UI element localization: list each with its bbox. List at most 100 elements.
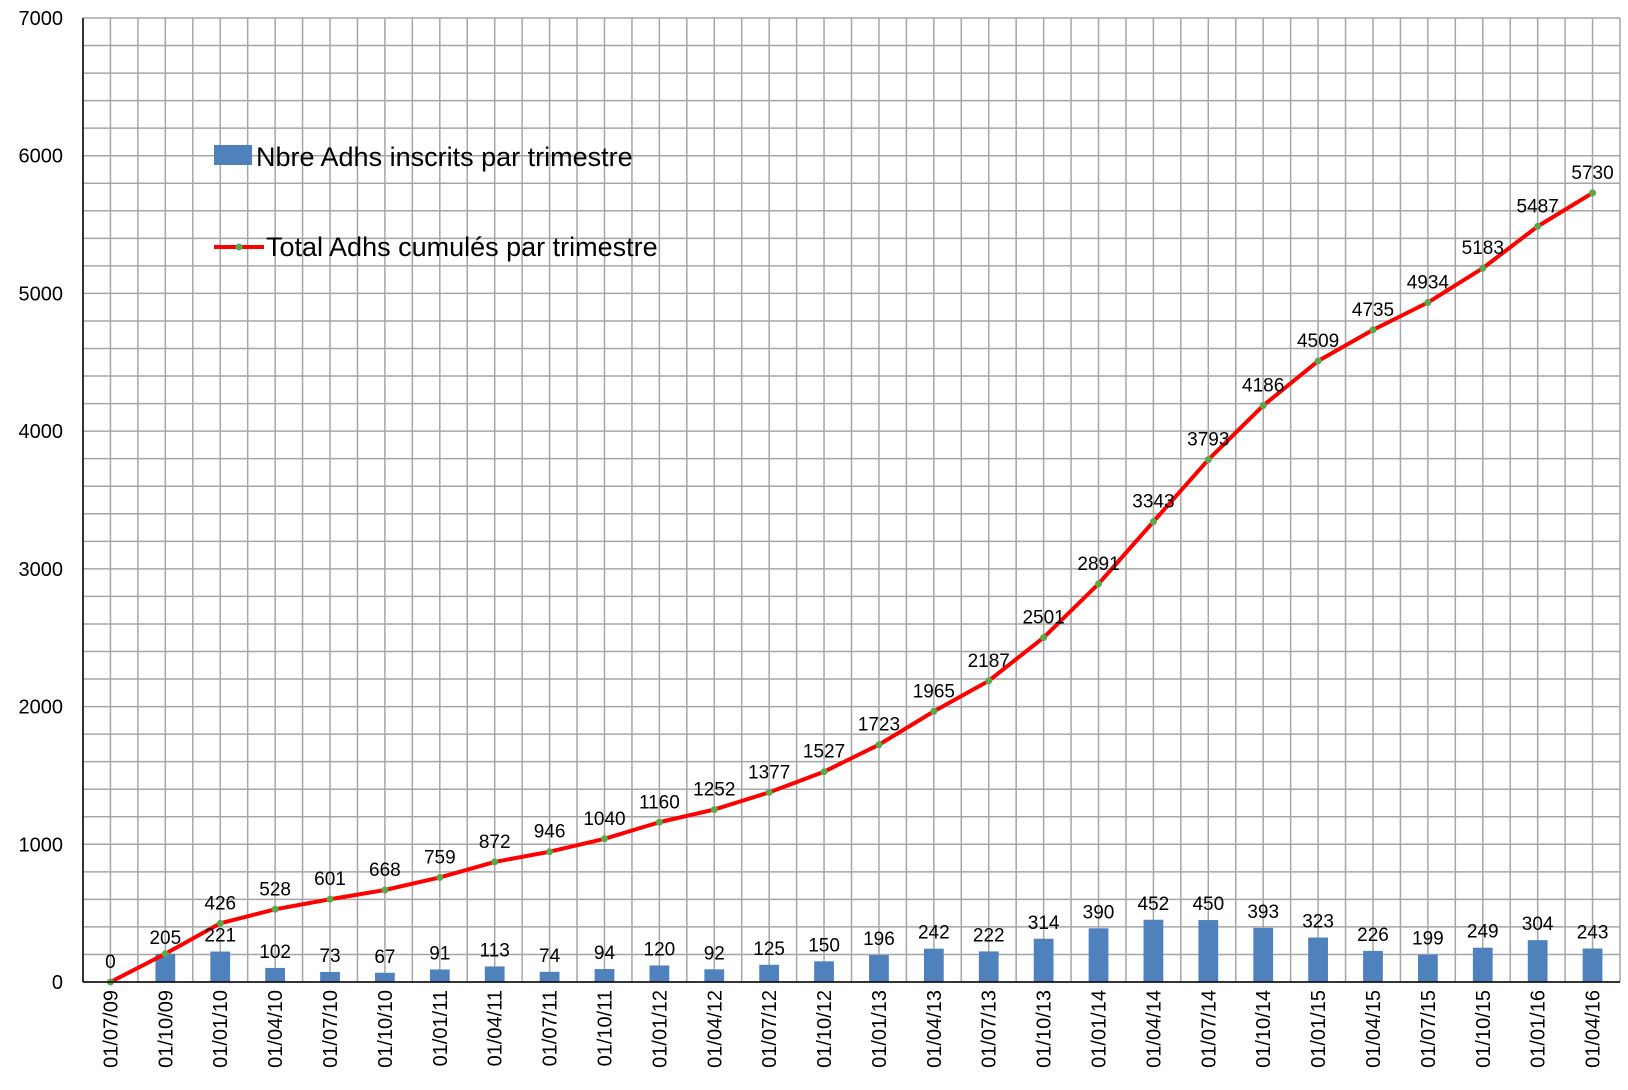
bar-data-label: 125 [753,939,785,960]
line-point [161,950,169,958]
bar-data-label: 222 [973,925,1005,946]
x-tick-label: 01/10/12 [814,990,836,1068]
bar-series [155,919,1603,982]
x-tick-label: 01/10/13 [1034,990,1056,1068]
bar-data-label: 113 [480,940,510,961]
x-tick-label: 01/07/11 [540,990,562,1066]
bar [429,969,450,982]
line-data-label: 3793 [1187,430,1229,451]
bar-data-label: 221 [204,926,236,947]
bar [1363,950,1383,982]
x-tick-label: 01/07/10 [320,990,342,1068]
bar [1198,920,1219,982]
y-tick-label: 6000 [19,146,64,168]
line-data-label: 668 [369,860,401,881]
bar [594,969,615,982]
line-data-label: 872 [479,832,511,853]
line-point [271,905,279,913]
line-point [930,707,938,715]
bar [265,967,286,982]
line-data-label: 4509 [1297,331,1339,352]
line-data-label: 2501 [1022,608,1064,629]
x-tick-label: 01/07/09 [100,990,122,1068]
bar [1033,938,1054,982]
y-tick-label: 7000 [19,8,64,30]
bar [320,971,340,982]
line-point [381,886,389,894]
line-data-label: 1377 [748,762,790,783]
bar [814,961,834,982]
bar-data-label: 390 [1083,902,1115,923]
line-data-label: 1040 [583,809,625,830]
bar [1253,927,1274,982]
bar-data-label: 102 [259,942,291,963]
line-data-label: 759 [424,847,456,868]
line-point [1095,580,1103,588]
bar [704,969,725,982]
line-point [710,806,718,814]
bar [375,972,395,982]
x-tick-label: 01/07/15 [1418,990,1440,1068]
line-point [1369,326,1377,334]
line-data-label: 2187 [968,651,1010,672]
x-tick-label: 01/04/10 [265,990,287,1068]
line-point [1204,456,1212,464]
bar-data-label: 196 [863,929,895,950]
bar-data-label: 452 [1138,894,1170,915]
bar-data-label: 92 [704,943,725,964]
bar-data-label: 226 [1357,925,1389,946]
x-tick-label: 01/10/09 [155,990,177,1068]
bar [1527,940,1548,982]
x-tick-label: 01/07/14 [1198,990,1220,1068]
line-point [1534,222,1542,230]
line-point [546,848,554,856]
bar [978,951,999,982]
line-data-label: 1527 [803,742,845,763]
line-point [1589,189,1597,197]
bar-data-label: 67 [374,947,395,968]
bar [1088,928,1109,982]
bar-data-label: 304 [1522,914,1554,935]
bar [155,953,176,982]
bar-data-label: 314 [1028,913,1060,934]
x-tick-label: 01/10/15 [1473,990,1495,1068]
x-tick-label: 01/04/11 [485,990,507,1066]
bar-data-label: 199 [1412,929,1444,950]
bar-data-label: 74 [539,946,561,967]
legend-bar-label: Nbre Adhs inscrits par trimestre [256,142,633,172]
x-tick-label: 01/10/10 [375,990,397,1068]
line-point [765,788,773,796]
cumulative-line [109,191,1594,984]
x-tick-label: 01/01/13 [869,990,891,1068]
line-point [1479,264,1487,272]
bar [484,966,505,982]
bar [1417,954,1438,982]
line-point [216,919,224,927]
bar-data-label: 73 [319,946,340,967]
y-tick-label: 0 [52,972,63,994]
legend-bar-swatch [214,145,252,165]
x-tick-label: 01/01/11 [430,990,452,1066]
y-tick-label: 3000 [19,559,64,581]
x-tick-label: 01/04/15 [1363,990,1385,1068]
line-point [326,895,334,903]
bar [1143,919,1164,982]
line-data-label: 5730 [1571,163,1613,184]
bar [1472,947,1493,982]
line-data-label: 426 [204,893,236,914]
line-data-label: 4735 [1352,300,1394,321]
line-data-label: 1723 [858,715,900,736]
x-tick-label: 01/10/11 [594,990,616,1066]
x-tick-label: 01/04/14 [1143,990,1165,1068]
x-tick-label: 01/01/10 [210,990,232,1068]
x-tick-label: 01/07/13 [979,990,1001,1068]
bar-data-label: 323 [1302,912,1334,933]
line-data-label: 601 [314,869,346,890]
axes: 0 1000 2000 3000 4000 5000 6000 7000 01/07/09 01/… [19,8,1620,1068]
x-tick-label: 01/04/12 [704,990,726,1068]
bar [210,951,231,982]
x-tick-label: 01/07/12 [759,990,781,1068]
bar-data-label: 242 [918,923,950,944]
bar-data-label: 120 [644,939,676,960]
bar [759,964,780,982]
